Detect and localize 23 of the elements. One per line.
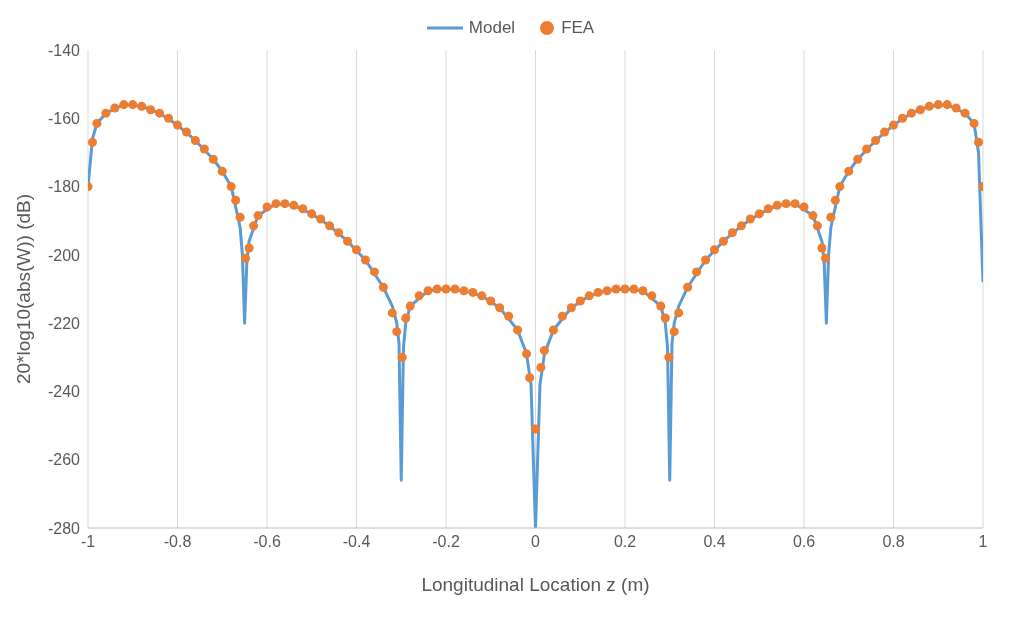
y-tick-label: -220	[47, 314, 81, 332]
x-tick-label: -0.4	[342, 533, 371, 551]
y-tick-label: -240	[47, 383, 81, 401]
y-tick-label: -180	[47, 178, 81, 196]
y-tick-label: -280	[47, 519, 81, 537]
x-tick-label: 0.4	[703, 533, 726, 551]
x-tick-label: 0.8	[882, 533, 905, 551]
x-tick-label: 1	[978, 533, 988, 551]
x-tick-label: -0.8	[163, 533, 192, 551]
y-axis-title: 20*log10(abs(W)) (dB)	[12, 193, 34, 385]
legend-label: Model	[468, 18, 516, 38]
x-tick-label: 0.2	[613, 533, 637, 551]
x-tick-label: -1	[80, 533, 96, 551]
y-tick-label: -140	[47, 41, 81, 59]
x-tick-label: 0	[531, 533, 541, 551]
x-tick-label: -0.6	[253, 533, 281, 551]
y-tick-label: -200	[47, 246, 81, 264]
legend-label: FEA	[561, 18, 595, 38]
y-tick-label: -260	[47, 451, 81, 469]
x-axis-title: Longitudinal Location z (m)	[421, 574, 650, 596]
y-tick-label: -160	[47, 109, 81, 127]
x-tick-label: 0.6	[792, 533, 816, 551]
x-tick-label: -0.2	[432, 533, 460, 551]
